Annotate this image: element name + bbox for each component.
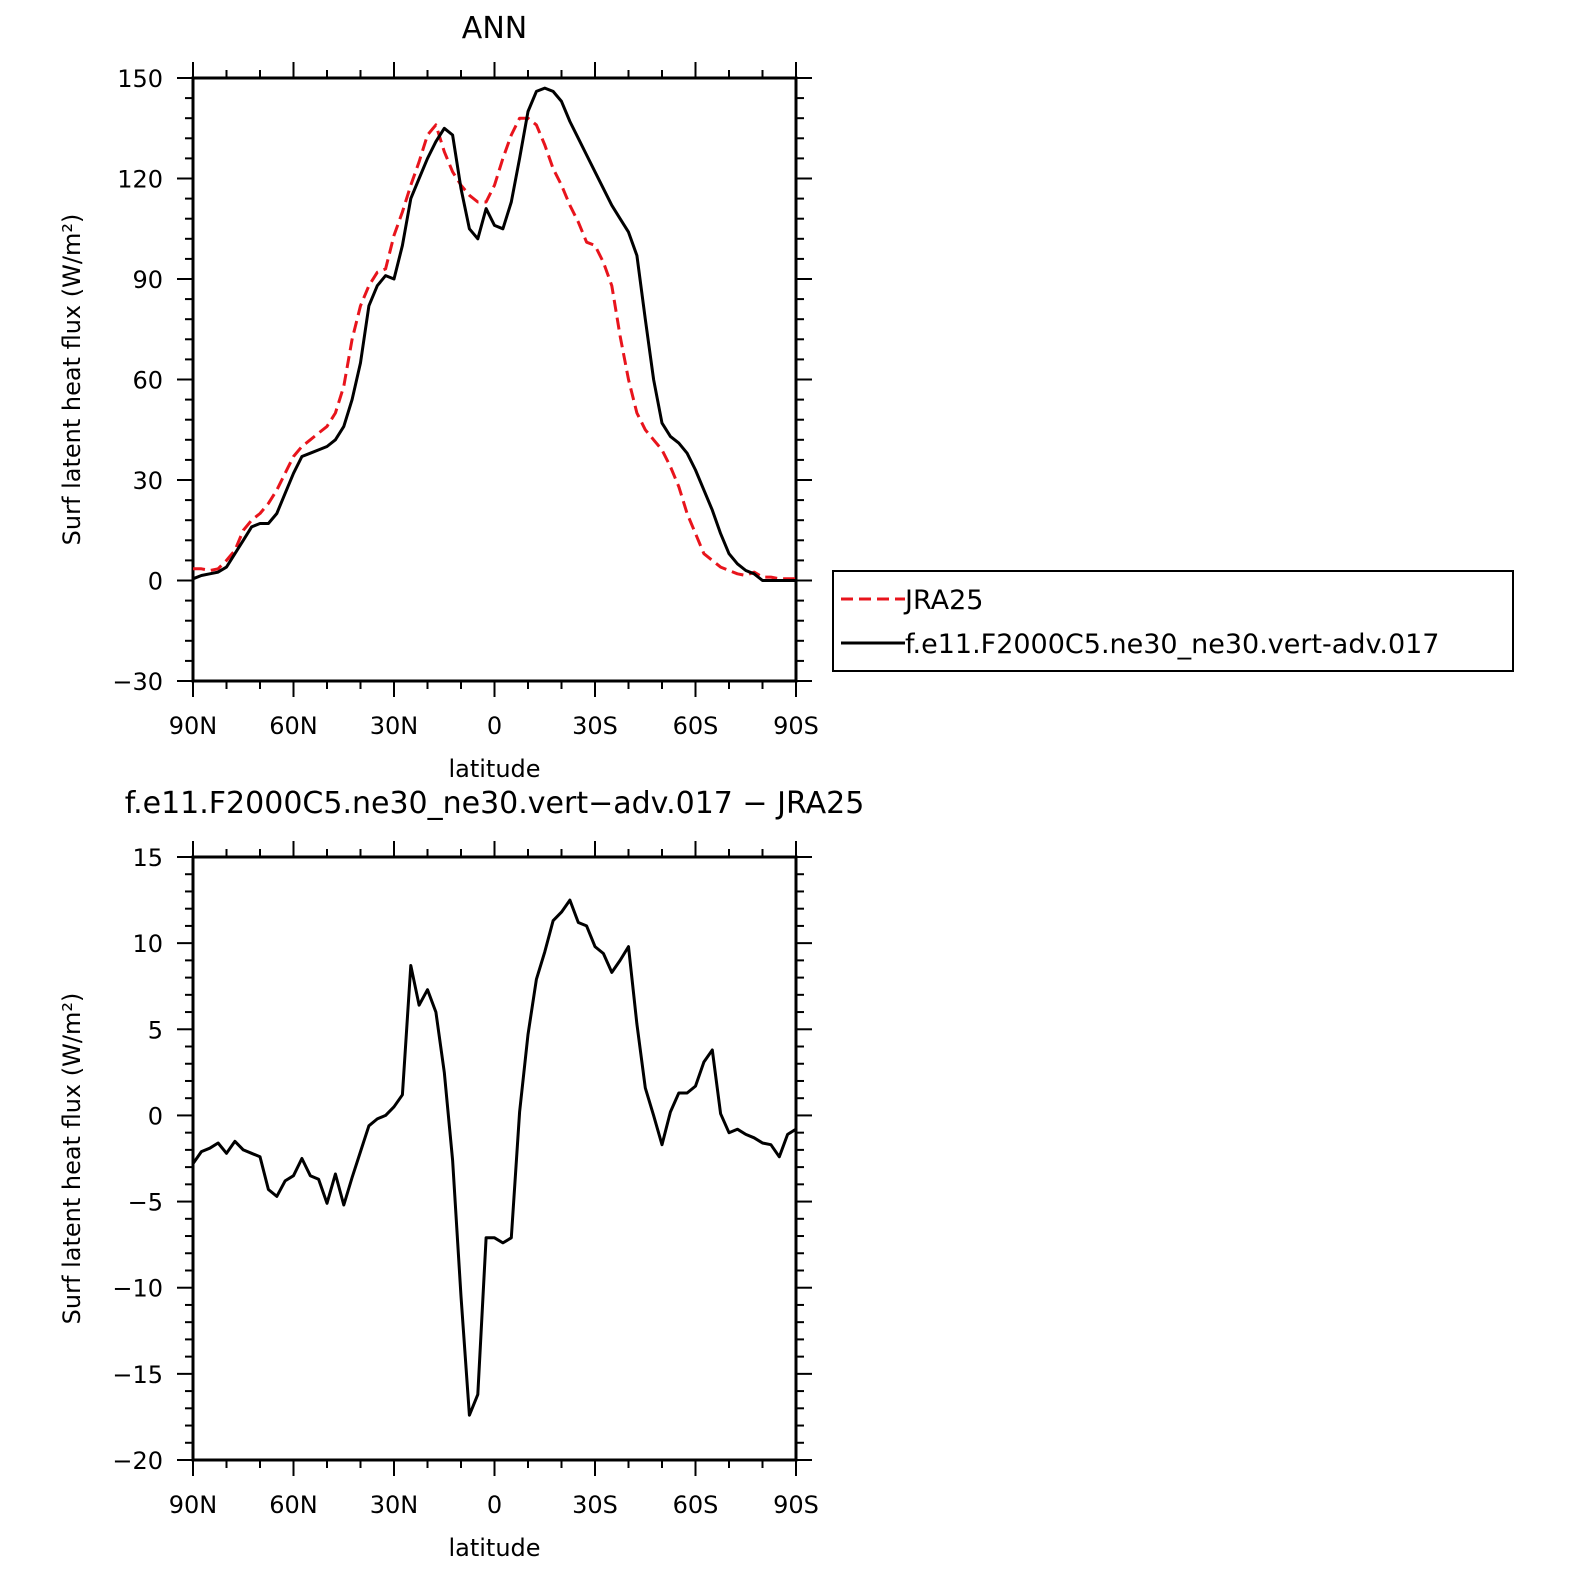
y-tick-label: 15 xyxy=(132,844,163,872)
x-tick-label: 30N xyxy=(370,712,419,740)
x-tick-label: 30S xyxy=(572,1491,618,1519)
x-tick-label: 0 xyxy=(487,712,502,740)
y-tick-label: 10 xyxy=(132,930,163,958)
y-tick-label: −15 xyxy=(112,1361,163,1389)
y-tick-label: 0 xyxy=(148,568,163,596)
x-tick-label: 30S xyxy=(572,712,618,740)
series-line-1 xyxy=(193,116,796,581)
y-tick-label: 150 xyxy=(117,65,163,93)
x-tick-label: 60N xyxy=(269,1491,318,1519)
chart-title: f.e11.F2000C5.ne30_ne30.vert−adv.017 − J… xyxy=(125,786,865,821)
legend: JRA25 f.e11.F2000C5.ne30_ne30.vert-adv.01… xyxy=(832,570,1514,672)
legend-entry: f.e11.F2000C5.ne30_ne30.vert-adv.017 xyxy=(905,629,1439,660)
x-tick-label: 0 xyxy=(487,1491,502,1519)
y-tick-label: 120 xyxy=(117,166,163,194)
chart-panel-1: ANN −30 0 30 60 90 120 150 90N 60N 30N 0 30S 60S 90S la… xyxy=(58,11,1514,783)
x-tick-label: 30N xyxy=(370,1491,419,1519)
legend-entry: JRA25 xyxy=(903,585,983,616)
x-tick-label: 60S xyxy=(673,1491,719,1519)
x-tick-label: 60N xyxy=(269,712,318,740)
y-tick-label: −30 xyxy=(112,668,163,696)
y-axis-label: Surf latent heat flux (W/m²) xyxy=(58,214,86,546)
y-tick-label: 60 xyxy=(132,367,163,395)
x-tick-label: 90S xyxy=(773,1491,819,1519)
series-line-2 xyxy=(192,86,796,582)
y-tick-label: −5 xyxy=(128,1189,163,1217)
chart-title: ANN xyxy=(462,11,527,46)
y-tick-label: 5 xyxy=(148,1016,163,1044)
y-tick-label: −10 xyxy=(112,1275,163,1303)
chart-panel-2: f.e11.F2000C5.ne30_ne30.vert−adv.017 − J… xyxy=(58,786,864,1562)
legend-box xyxy=(832,570,1514,672)
y-tick-label: 0 xyxy=(148,1102,163,1130)
y-tick-label: 30 xyxy=(132,467,163,495)
x-axis-label: latitude xyxy=(448,1534,540,1562)
x-tick-label: 90S xyxy=(773,712,819,740)
x-tick-label: 60S xyxy=(673,712,719,740)
x-tick-label: 90N xyxy=(169,1491,218,1519)
x-tick-label: 90N xyxy=(169,712,218,740)
x-axis-label: latitude xyxy=(448,755,540,783)
y-tick-label: 90 xyxy=(132,266,163,294)
y-tick-label: −20 xyxy=(112,1447,163,1475)
plot-frame xyxy=(191,76,798,683)
y-axis-label: Surf latent heat flux (W/m²) xyxy=(58,993,86,1325)
plot-frame xyxy=(191,855,798,1462)
series-line-1 xyxy=(191,898,797,1417)
